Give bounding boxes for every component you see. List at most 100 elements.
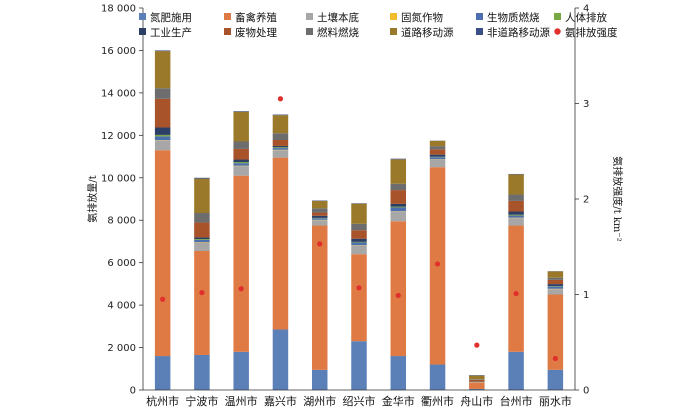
bar-segment [508, 214, 524, 216]
legend-label: 畜禽养殖 [235, 11, 277, 24]
bar-segment [233, 351, 249, 390]
y-tick-label: 16 000 [101, 46, 136, 57]
bar-segment [429, 149, 446, 155]
bar-segment [390, 183, 407, 191]
axes: 杭州市 宁波市 温州市 嘉兴市 湖州市 绍兴市 金华市 衢州市 舟山市 台州市 丽水市 0 2 000 4… [101, 4, 589, 409]
bar-segment [154, 150, 171, 357]
y-axis-title: 氨排放量/t [86, 175, 99, 222]
x-tick-label: 温州市 [225, 394, 258, 408]
intensity-point [356, 285, 362, 291]
bar-segment [311, 225, 328, 370]
legend-label: 废物处理 [235, 26, 277, 39]
x-tick-label: 舟山市 [460, 394, 493, 408]
bar-segment [233, 166, 249, 176]
bar-segment [390, 203, 407, 207]
legend-label: 人体排放 [565, 11, 607, 24]
y-tick-label: 10 000 [101, 173, 136, 184]
bar-segment [194, 237, 210, 240]
y-tick-label: 2 000 [107, 343, 136, 354]
bar-segment [311, 212, 328, 216]
bar-segment [154, 88, 171, 99]
bar-segment [154, 356, 171, 390]
bar-segment [194, 222, 210, 238]
x-tick-label: 衢州市 [421, 394, 454, 408]
bar-segment [233, 162, 249, 164]
intensity-point [317, 241, 323, 247]
y-tick-label: 14 000 [101, 88, 136, 99]
bar-segment [351, 238, 367, 242]
bar-segment [351, 245, 367, 255]
y-tick-label: 6 000 [107, 258, 136, 269]
bar-segment [311, 200, 328, 209]
legend-swatch [390, 13, 397, 20]
bar-segment [194, 250, 210, 355]
x-tick-label: 金华市 [382, 394, 415, 408]
legend-label: 燃料燃烧 [317, 26, 359, 39]
x-tick-label: 嘉兴市 [264, 394, 297, 408]
bar-segment [508, 225, 524, 352]
legend-label: 氮肥施用 [150, 11, 192, 24]
legend-item: 人体排放 [554, 11, 607, 24]
intensity-point [513, 290, 519, 297]
y2-tick-label: 0 [583, 386, 589, 397]
bar-segment [233, 175, 249, 352]
bar-segment [429, 364, 446, 390]
x-tick-label: 丽水市 [539, 394, 572, 408]
bar-segment [272, 147, 289, 149]
bar-segment [154, 136, 171, 141]
bar-segment [154, 140, 171, 151]
y2-axis-title: 氨排放强度/t km⁻² [611, 156, 624, 241]
bar-segment [272, 133, 289, 140]
y-tick-label: 12 000 [101, 131, 136, 142]
bar-segment [351, 223, 367, 231]
bar-segment [194, 239, 210, 240]
bar-segment [429, 146, 446, 150]
bar-segment [351, 242, 367, 246]
bar-segment [351, 341, 367, 390]
bar-segment [154, 127, 171, 135]
bar-segment [547, 277, 564, 280]
intensity-point [552, 355, 558, 362]
legend-swatch [139, 28, 146, 35]
legend-item: 道路移动源 [390, 26, 454, 39]
intensity-point [474, 342, 480, 348]
bar-segment [154, 51, 171, 89]
bar-segment [233, 111, 249, 142]
bar-segment [154, 98, 171, 128]
legend-item: 氮肥施用 [139, 11, 192, 24]
legend-label: 氨排放强度 [565, 26, 618, 39]
bar-segment [311, 208, 328, 213]
legend-label: 道路移动源 [401, 26, 454, 39]
bar-segment [390, 158, 407, 160]
bar-segment [272, 115, 289, 134]
legend-item: 固氮作物 [390, 11, 443, 24]
legend-swatch [224, 13, 231, 20]
bar-segment [508, 351, 524, 390]
legend-item: 非道路移动源 [476, 26, 550, 39]
bar-segment [469, 375, 485, 380]
bar-segment [311, 220, 328, 226]
bar-segment [547, 289, 564, 295]
bar-segment [272, 145, 289, 148]
bar-segment [390, 356, 407, 390]
bar-segment [194, 239, 210, 243]
legend-label: 生物质燃烧 [487, 11, 540, 24]
legend-swatch [554, 13, 561, 20]
legend-item: 氨排放强度 [554, 26, 618, 39]
x-tick-label: 杭州市 [146, 394, 179, 408]
legend-swatch [390, 28, 397, 35]
bar-segment [351, 230, 367, 239]
bar-segment [233, 159, 249, 163]
legend-item: 土壤本底 [306, 11, 359, 24]
legend-item: 生物质燃烧 [476, 11, 540, 24]
bar-segment [272, 148, 289, 150]
intensity-point [238, 286, 244, 292]
bar-segment [194, 213, 210, 223]
bar-segment [272, 114, 289, 116]
bar-segment [390, 207, 407, 212]
x-tick-label: 绍兴市 [343, 394, 376, 408]
bar-segment [194, 354, 210, 390]
bar-segment [547, 271, 564, 278]
bar-segment [154, 50, 171, 52]
